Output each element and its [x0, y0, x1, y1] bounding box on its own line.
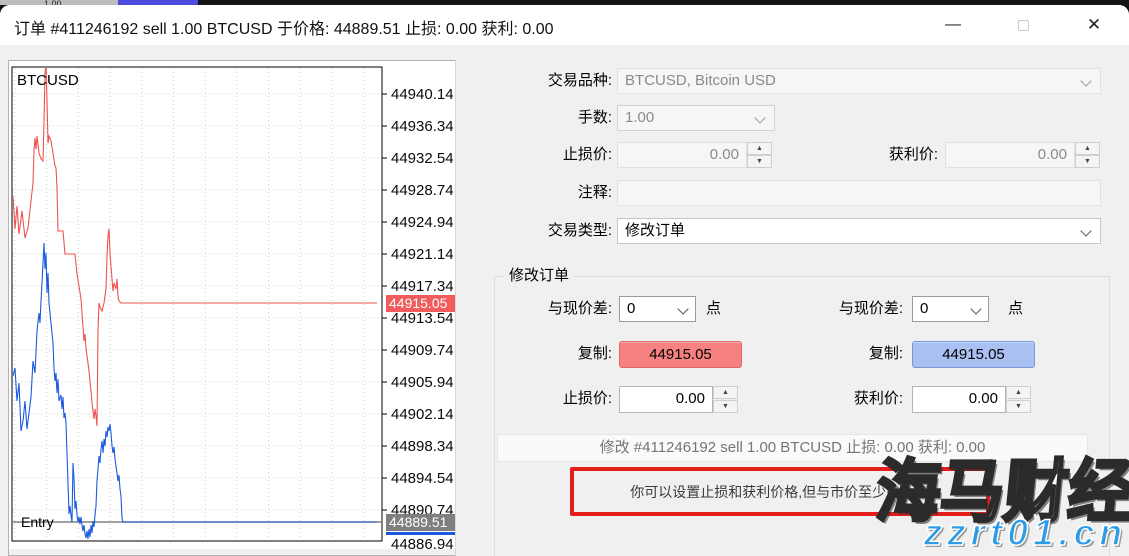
- watermark-url: zzrt01.cn: [923, 511, 1127, 554]
- background-app-fragment: 1.00: [0, 0, 118, 5]
- sl-offset-unit: 点: [706, 300, 722, 317]
- stoploss-label: 止损价:: [562, 146, 612, 163]
- spin-up-icon[interactable]: ▲: [747, 142, 772, 155]
- symbol-field[interactable]: BTCUSD, Bitcoin USD: [617, 68, 1101, 94]
- trade-type-combobox[interactable]: 修改订单: [617, 218, 1101, 244]
- minimize-button[interactable]: —: [930, 9, 976, 41]
- sl-offset-combobox[interactable]: 0: [619, 296, 696, 322]
- spin-down-icon[interactable]: ▼: [1006, 399, 1031, 413]
- close-icon: ✕: [1086, 15, 1102, 34]
- price-axis-tick: 44917.34: [391, 278, 454, 295]
- trade-type-label: 交易类型:: [547, 222, 612, 239]
- svg-text:44889.51: 44889.51: [389, 514, 448, 530]
- price-axis-tick: 44924.94: [391, 214, 454, 231]
- price-chart: 44940.14 44936.34 44932.54 44928.74 44924.94…: [8, 60, 456, 556]
- price-axis-tick: 44913.54: [391, 310, 454, 327]
- modify-order-group-title: 修改订单: [504, 268, 575, 284]
- price-axis-tick: 44936.34: [391, 118, 454, 135]
- warning-text: 你可以设置止损和获利价格,但与市价至少差 0 点: [630, 484, 930, 500]
- entry-price-tag: 44889.51: [386, 514, 455, 535]
- sl-offset-value: 0: [627, 300, 636, 317]
- volume-combobox[interactable]: 1.00: [617, 105, 775, 131]
- entry-label: Entry: [21, 514, 54, 530]
- group-sl-stepper: ▲ ▼: [713, 386, 738, 413]
- spin-up-icon[interactable]: ▲: [1075, 142, 1100, 155]
- title-bar: 订单 #411246192 sell 1.00 BTCUSD 于价格: 4488…: [0, 5, 1129, 45]
- spin-down-icon[interactable]: ▼: [713, 399, 738, 413]
- copy-buy-price-button[interactable]: 44915.05: [912, 341, 1035, 368]
- takeprofit-label: 获利价:: [888, 146, 938, 163]
- chevron-down-icon: [1080, 225, 1092, 237]
- close-button[interactable]: ✕: [1071, 9, 1117, 41]
- comment-field[interactable]: [617, 180, 1101, 206]
- volume-value: 1.00: [625, 109, 655, 126]
- tp-offset-unit: 点: [1008, 300, 1024, 317]
- tp-offset-value: 0: [920, 300, 929, 317]
- tp-copy-label: 复制:: [868, 345, 903, 362]
- background-buy-button-fragment: [118, 0, 198, 5]
- price-axis-tick: 44898.34: [391, 438, 454, 455]
- price-axis-tick: 44909.74: [391, 342, 454, 359]
- chevron-down-icon: [677, 303, 689, 315]
- plot-border: [11, 66, 383, 542]
- stoploss-stepper: ▲ ▼: [747, 142, 772, 168]
- volume-label: 手数:: [577, 109, 612, 126]
- trade-type-value: 修改订单: [625, 222, 686, 239]
- chevron-down-icon: [1080, 75, 1092, 87]
- tp-offset-combobox[interactable]: 0: [912, 296, 989, 322]
- spin-down-icon[interactable]: ▼: [1075, 155, 1100, 168]
- takeprofit-field[interactable]: 0.00: [945, 142, 1075, 168]
- spin-up-icon[interactable]: ▲: [713, 386, 738, 399]
- chevron-down-icon: [970, 303, 982, 315]
- price-axis-tick: 44940.14: [391, 86, 454, 103]
- order-dialog: 订单 #411246192 sell 1.00 BTCUSD 于价格: 4488…: [0, 5, 1129, 556]
- comment-label: 注释:: [577, 184, 612, 201]
- spin-down-icon[interactable]: ▼: [747, 155, 772, 168]
- maximize-button: [1000, 9, 1046, 41]
- minimize-icon: —: [945, 16, 961, 33]
- group-sl-label: 止损价:: [562, 390, 612, 407]
- symbol-label: 交易品种:: [547, 72, 612, 89]
- takeprofit-stepper: ▲ ▼: [1075, 142, 1100, 168]
- price-axis-tick: 44905.94: [391, 374, 454, 391]
- svg-text:44915.05: 44915.05: [389, 295, 448, 311]
- stoploss-field[interactable]: 0.00: [617, 142, 747, 168]
- bid-line: [13, 242, 377, 540]
- group-tp-label: 获利价:: [853, 390, 903, 407]
- stoploss-value: 0.00: [709, 146, 739, 163]
- maximize-icon: [1018, 20, 1029, 31]
- ask-price-tag: 44915.05: [386, 295, 455, 312]
- chevron-down-icon: [754, 112, 766, 124]
- price-axis-tick: 44921.14: [391, 246, 454, 263]
- group-sl-input[interactable]: 0.00: [619, 386, 713, 413]
- red-annotation-box: 你可以设置止损和获利价格,但与市价至少差 0 点: [570, 467, 990, 516]
- window-title: 订单 #411246192 sell 1.00 BTCUSD 于价格: 4488…: [14, 21, 554, 38]
- sl-offset-label: 与现价差:: [547, 300, 612, 317]
- symbol-value: BTCUSD, Bitcoin USD: [625, 72, 776, 89]
- price-axis-tick: 44894.54: [391, 470, 454, 487]
- price-axis-tick: 44932.54: [391, 150, 454, 167]
- price-axis-tick: 44928.74: [391, 182, 454, 199]
- price-axis-tick: 44886.94: [391, 536, 454, 553]
- background-window-sliver: 1.00: [0, 0, 1129, 6]
- spin-up-icon[interactable]: ▲: [1006, 386, 1031, 399]
- takeprofit-value: 0.00: [1037, 146, 1067, 163]
- modify-order-button[interactable]: 修改 #411246192 sell 1.00 BTCUSD 止损: 0.00 …: [497, 434, 1088, 462]
- group-tp-input[interactable]: 0.00: [912, 386, 1006, 413]
- sl-copy-label: 复制:: [577, 345, 612, 362]
- group-sl-value: 0.00: [675, 390, 705, 407]
- chart-symbol-label: BTCUSD: [17, 72, 79, 89]
- price-axis-tick: 44902.14: [391, 406, 454, 423]
- copy-sell-price-button[interactable]: 44915.05: [619, 341, 742, 368]
- modify-order-group: [494, 276, 1110, 556]
- ask-line: [13, 68, 377, 427]
- group-tp-value: 0.00: [968, 390, 998, 407]
- group-tp-stepper: ▲ ▼: [1006, 386, 1031, 413]
- tp-offset-label: 与现价差:: [838, 300, 903, 317]
